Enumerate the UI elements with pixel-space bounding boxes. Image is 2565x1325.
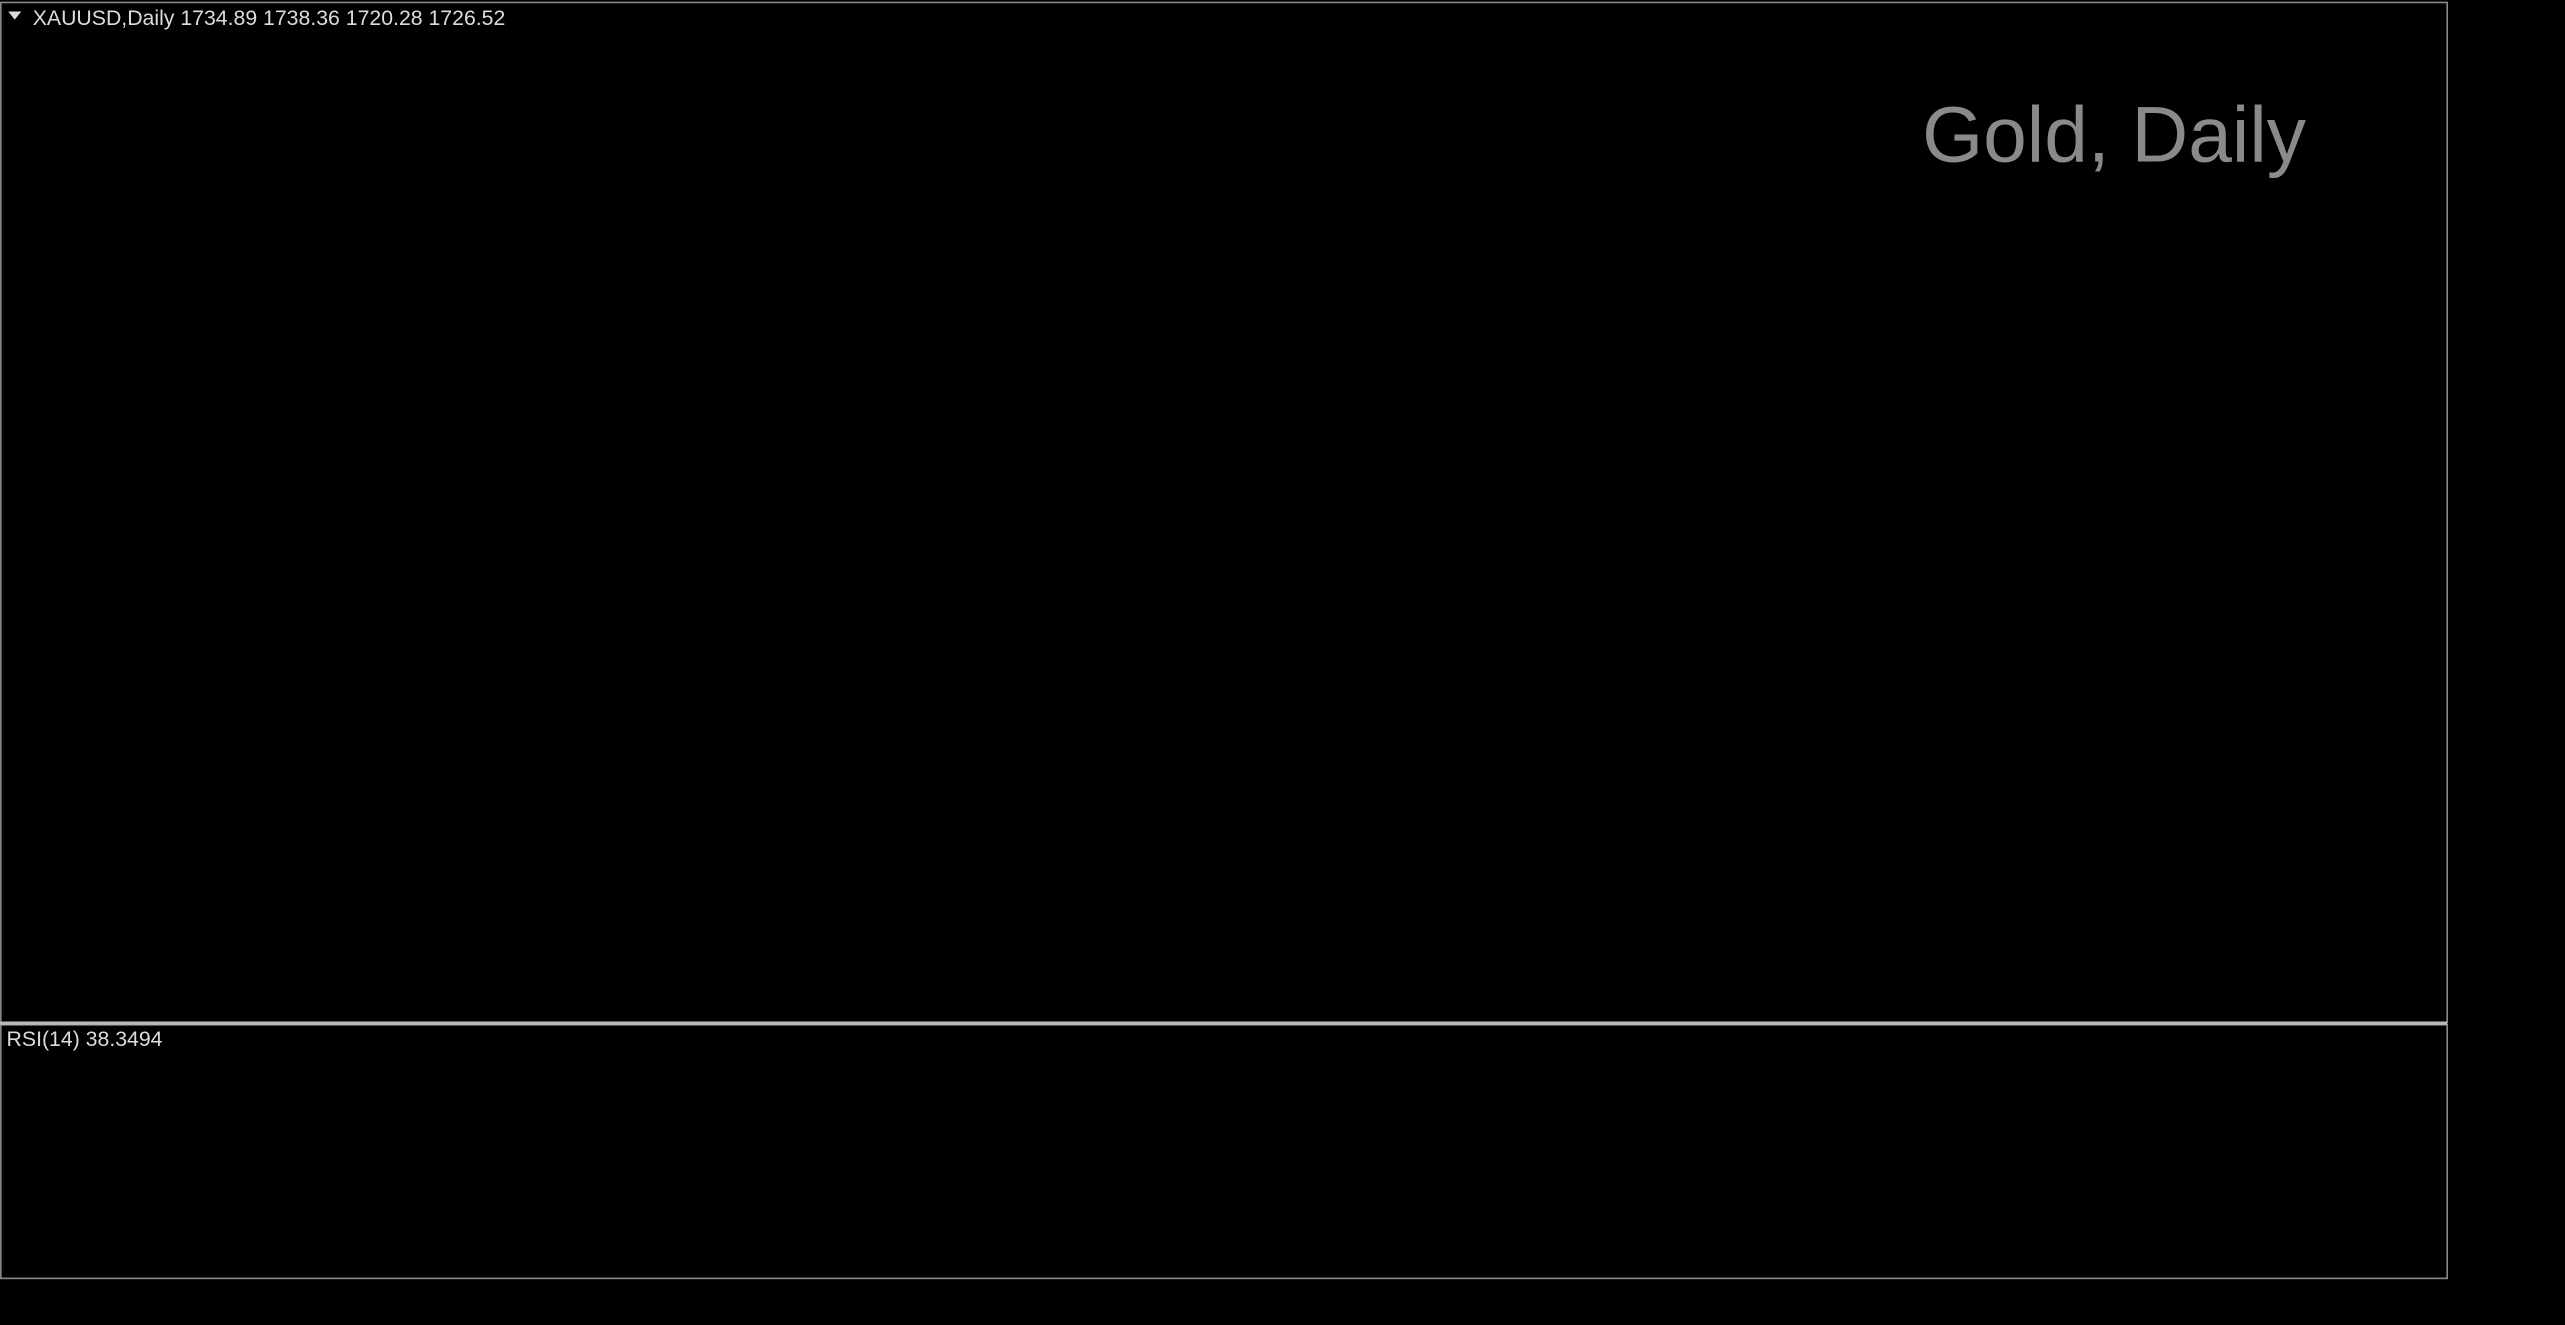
menu-triangle[interactable]: [8, 11, 22, 20]
chart-title: XAUUSD,Daily 1734.89 1738.36 1720.28 172…: [33, 6, 506, 30]
watermark: Gold, Daily: [1922, 90, 2307, 178]
rsi-title: RSI(14) 38.3494: [7, 1027, 163, 1051]
